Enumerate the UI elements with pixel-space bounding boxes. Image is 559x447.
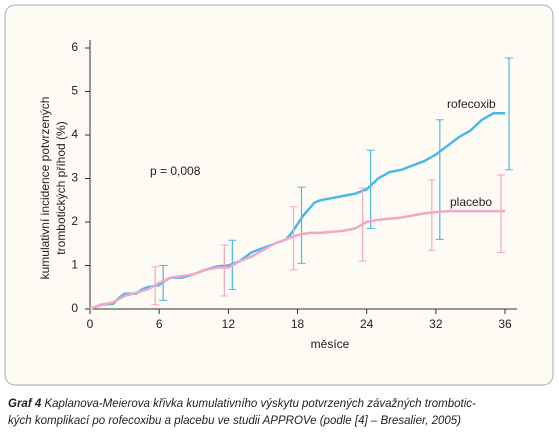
y-tick-label: 1 [71, 258, 78, 272]
x-tick-label: 0 [87, 317, 94, 331]
x-tick-label: 32 [429, 317, 443, 331]
legend-label: placebo [450, 195, 492, 209]
y-axis-label: trombotických příhod (%) [54, 121, 68, 254]
x-tick-label: 18 [291, 317, 305, 331]
caption-line: Kaplanova-Meierova křivka kumulativního … [44, 398, 476, 410]
caption-label: Graf 4 [8, 398, 42, 410]
y-tick-label: 5 [71, 84, 78, 98]
x-tick-label: 12 [222, 317, 236, 331]
series-line [89, 209, 505, 311]
x-tick-label: 36 [498, 317, 512, 331]
x-axis-label: měsíce [311, 337, 350, 351]
y-axis-label: kumulativní incidence potvrzených [38, 97, 52, 280]
y-tick-label: 0 [71, 301, 78, 315]
caption-line: kých komplikací po rofecoxibu a placebu … [8, 415, 461, 427]
x-tick-label: 24 [360, 317, 374, 331]
y-tick-label: 4 [71, 127, 78, 141]
y-tick-label: 6 [71, 40, 78, 54]
caption: Graf 4 Kaplanova-Meierova křivka kumulat… [8, 398, 476, 410]
y-tick-label: 3 [71, 171, 78, 185]
y-tick-label: 2 [71, 214, 78, 228]
x-tick-label: 6 [156, 317, 163, 331]
annotation: p = 0,008 [150, 164, 201, 178]
legend-label: rofecoxib [447, 97, 496, 111]
